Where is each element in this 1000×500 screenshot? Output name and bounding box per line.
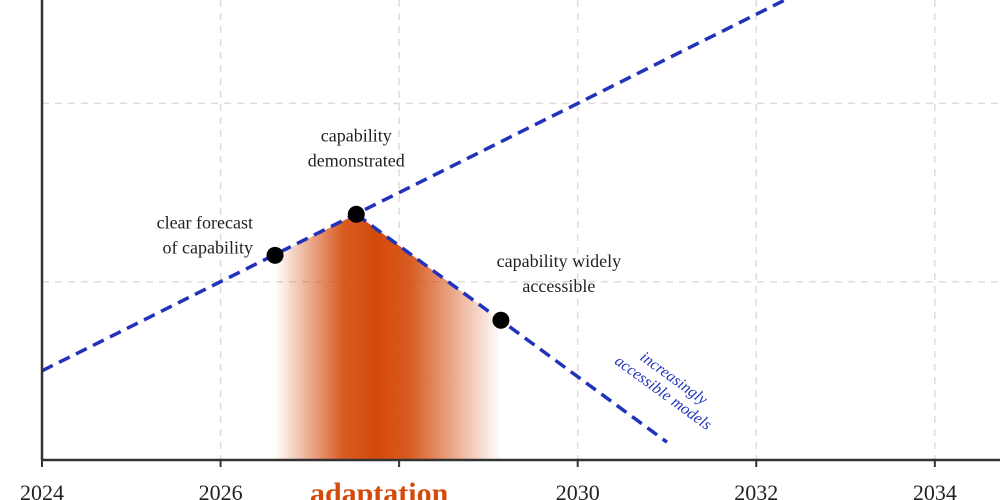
point (266, 246, 284, 264)
point (347, 205, 365, 223)
point-label: of capability (163, 237, 253, 257)
adaptation-region (275, 214, 501, 460)
lines (42, 0, 786, 444)
x-tick-label: 2028 (377, 480, 421, 500)
point-label: accessible (522, 276, 595, 296)
point-label: clear forecast (157, 212, 253, 232)
x-tick-label: 2030 (556, 480, 600, 500)
point-label: demonstrated (308, 150, 405, 170)
x-tick-label: 2034 (913, 480, 957, 500)
x-tick-label: 2024 (20, 480, 64, 500)
trend-line (355, 212, 669, 444)
point-label: capability (321, 125, 392, 145)
x-tick-label: 2032 (734, 480, 778, 500)
trend-line (42, 0, 786, 373)
region-label: adaptation (310, 477, 449, 500)
point-label: capability widely (497, 251, 621, 271)
point (492, 311, 510, 329)
x-tick-label: 2026 (199, 480, 243, 500)
